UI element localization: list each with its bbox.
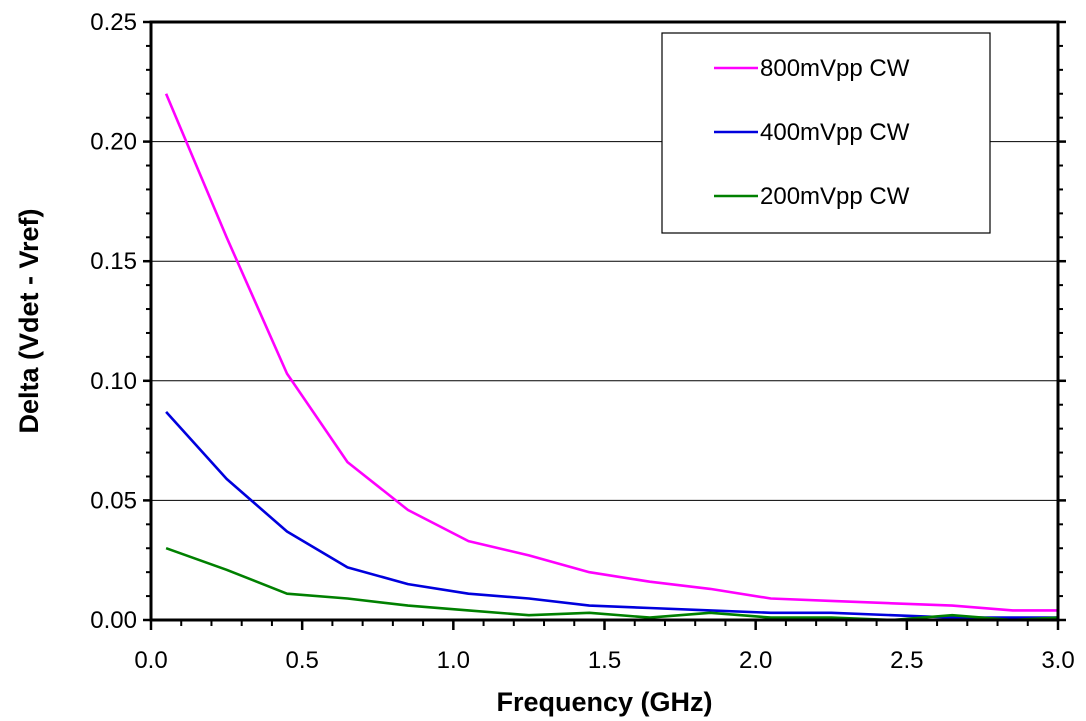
- x-tick-label: 1.5: [588, 647, 621, 674]
- legend-label-3: 200mVpp CW: [760, 183, 910, 210]
- series-line-3: [165, 546, 1059, 622]
- series-line-2: [165, 411, 1058, 619]
- y-tick-label: 0.10: [90, 368, 137, 395]
- x-tick-label: 0.0: [134, 647, 167, 674]
- y-tick-label: 0.00: [90, 607, 137, 634]
- y-tick-label: 0.15: [90, 248, 137, 275]
- y-tick-label: 0.20: [90, 129, 137, 156]
- legend: 800mVpp CW 400mVpp CW 200mVpp CW: [661, 32, 991, 234]
- x-tick-label: 2.5: [890, 647, 923, 674]
- y-tick-label: 0.25: [90, 9, 137, 36]
- x-tick-label: 0.5: [285, 647, 318, 674]
- legend-label-1: 800mVpp CW: [760, 55, 910, 82]
- y-axis-title: Delta (Vdet - Vref): [14, 208, 44, 433]
- x-tick-label: 3.0: [1041, 647, 1074, 674]
- axis-ticks: [143, 20, 1066, 630]
- series-line-1: [164, 93, 1058, 612]
- x-tick-label: 2.0: [739, 647, 772, 674]
- x-tick-label: 1.0: [437, 647, 470, 674]
- series-lines: [164, 93, 1059, 622]
- axis-tick-labels: 0.00 0.05 0.10 0.15 0.20 0.25 0.0 0.5 1.0 1.5 2.0 2…: [90, 9, 1074, 674]
- legend-label-2: 400mVpp CW: [760, 119, 910, 146]
- y-tick-label: 0.05: [90, 487, 137, 514]
- x-axis-title: Frequency (GHz): [496, 687, 712, 717]
